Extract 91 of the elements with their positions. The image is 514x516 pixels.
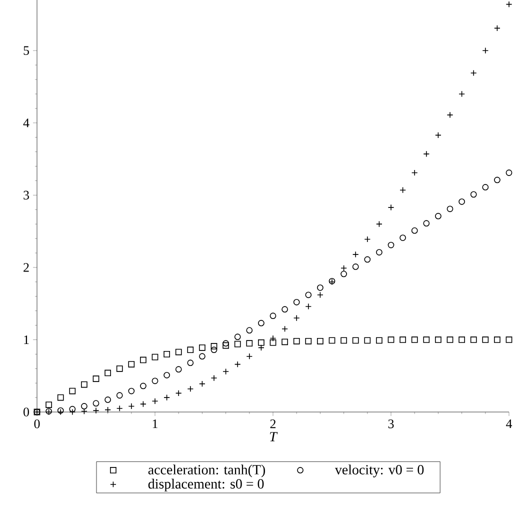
point bbox=[57, 394, 64, 401]
x-tick-label: 3 bbox=[388, 420, 394, 428]
y-tick-label: 4 bbox=[23, 118, 30, 128]
point bbox=[187, 346, 194, 354]
y-tick-label: 2 bbox=[24, 263, 29, 272]
point bbox=[282, 338, 288, 346]
point bbox=[317, 284, 324, 291]
point bbox=[305, 338, 312, 344]
point bbox=[92, 376, 100, 382]
point bbox=[470, 336, 477, 343]
point bbox=[411, 336, 418, 343]
point bbox=[435, 212, 442, 220]
point bbox=[152, 354, 158, 360]
point bbox=[364, 337, 371, 344]
point bbox=[293, 338, 300, 344]
point bbox=[352, 337, 359, 344]
point bbox=[364, 256, 371, 263]
point bbox=[234, 340, 241, 348]
point bbox=[187, 360, 194, 366]
point bbox=[317, 338, 324, 344]
point bbox=[234, 334, 241, 340]
point bbox=[92, 400, 100, 407]
point bbox=[140, 382, 146, 390]
point bbox=[470, 191, 477, 198]
point bbox=[164, 350, 170, 358]
point bbox=[104, 370, 111, 376]
point bbox=[222, 340, 229, 347]
x-tick-label: 1 bbox=[152, 420, 158, 428]
point bbox=[293, 298, 300, 306]
point bbox=[116, 392, 123, 399]
point bbox=[352, 264, 359, 270]
point bbox=[270, 312, 276, 320]
legend-label: velocity: v0 = 0 bbox=[334, 464, 424, 478]
point bbox=[128, 361, 135, 368]
point bbox=[199, 353, 206, 360]
point bbox=[458, 198, 465, 205]
point bbox=[340, 337, 347, 344]
point bbox=[482, 184, 489, 190]
point bbox=[435, 336, 442, 343]
y-tick-label: 0 bbox=[24, 408, 30, 416]
point bbox=[128, 388, 135, 394]
x-axis-title: T bbox=[270, 432, 278, 442]
point bbox=[376, 337, 382, 344]
point bbox=[340, 270, 347, 278]
point bbox=[81, 381, 88, 388]
point bbox=[270, 339, 276, 346]
point bbox=[69, 406, 76, 412]
x-tick-label: 2 bbox=[270, 420, 276, 428]
point bbox=[423, 220, 430, 227]
point bbox=[506, 336, 512, 343]
point bbox=[175, 348, 182, 356]
point bbox=[482, 336, 489, 343]
point bbox=[104, 396, 111, 403]
point bbox=[246, 340, 253, 347]
point bbox=[258, 320, 264, 326]
point bbox=[164, 372, 170, 378]
point bbox=[210, 346, 218, 354]
y-tick-label: 3 bbox=[24, 190, 29, 200]
point bbox=[282, 306, 288, 313]
point bbox=[140, 356, 146, 364]
point bbox=[81, 403, 88, 410]
point bbox=[116, 365, 123, 372]
point bbox=[400, 234, 406, 241]
point bbox=[152, 378, 158, 384]
point bbox=[494, 336, 500, 343]
point bbox=[305, 292, 312, 298]
point bbox=[446, 336, 454, 343]
point bbox=[199, 344, 206, 351]
point bbox=[458, 336, 465, 343]
point bbox=[69, 388, 76, 394]
point bbox=[222, 342, 229, 349]
point bbox=[446, 206, 454, 212]
point bbox=[210, 343, 218, 350]
point bbox=[506, 170, 512, 176]
point bbox=[246, 327, 253, 334]
legend-label: displacement: s0 = 0 bbox=[148, 478, 264, 492]
y-tick-label: 1 bbox=[24, 335, 29, 344]
point bbox=[411, 227, 418, 234]
x-tick-label: 4 bbox=[506, 420, 512, 428]
legend-label: acceleration: tanh(T) bbox=[148, 464, 266, 478]
point bbox=[423, 336, 430, 343]
point bbox=[388, 242, 394, 248]
point bbox=[400, 336, 406, 343]
point bbox=[328, 337, 336, 344]
x-tick-label: 0 bbox=[34, 420, 40, 428]
point bbox=[46, 402, 52, 408]
point bbox=[175, 366, 182, 373]
point bbox=[494, 176, 500, 184]
y-tick-label: 5 bbox=[24, 46, 29, 55]
point bbox=[376, 249, 382, 256]
point bbox=[388, 336, 394, 343]
